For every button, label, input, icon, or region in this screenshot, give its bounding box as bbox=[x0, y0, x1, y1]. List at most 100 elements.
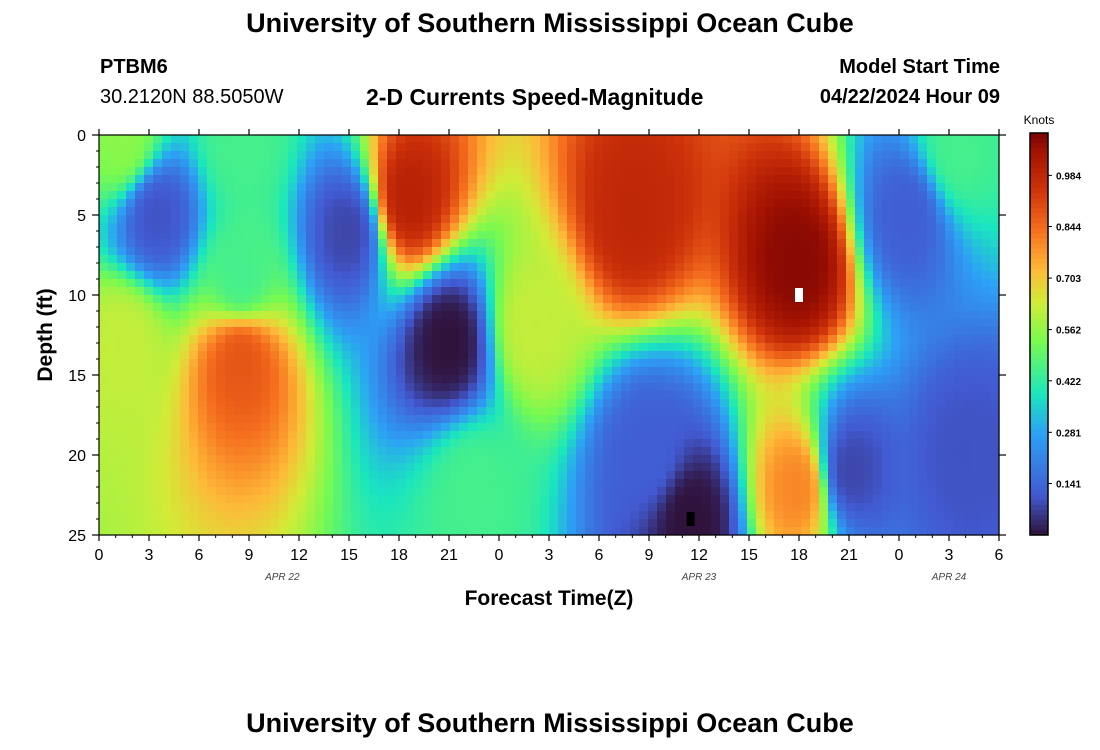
heatmap-cell bbox=[216, 359, 226, 368]
heatmap-cell bbox=[756, 343, 766, 352]
heatmap-cell bbox=[189, 463, 199, 472]
heatmap-cell bbox=[540, 359, 550, 368]
heatmap-cell bbox=[855, 447, 865, 456]
heatmap-cell bbox=[684, 135, 694, 144]
heatmap-cell bbox=[819, 295, 829, 304]
heatmap-cell bbox=[414, 431, 424, 440]
heatmap-cell bbox=[882, 191, 892, 200]
heatmap-cell bbox=[162, 295, 172, 304]
heatmap-cell bbox=[702, 447, 712, 456]
heatmap-cell bbox=[189, 423, 199, 432]
heatmap-cell bbox=[243, 175, 253, 184]
heatmap-cell bbox=[108, 151, 118, 160]
heatmap-cell bbox=[162, 255, 172, 264]
heatmap-cell bbox=[99, 271, 109, 280]
heatmap-cell bbox=[792, 183, 802, 192]
heatmap-cell bbox=[900, 439, 910, 448]
heatmap-cell bbox=[783, 383, 793, 392]
heatmap-cell bbox=[108, 287, 118, 296]
heatmap-cell bbox=[873, 279, 883, 288]
heatmap-cell bbox=[333, 167, 343, 176]
heatmap-cell bbox=[180, 223, 190, 232]
heatmap-cell bbox=[621, 439, 631, 448]
heatmap-cell bbox=[900, 503, 910, 512]
heatmap-cell bbox=[108, 487, 118, 496]
heatmap-cell bbox=[594, 375, 604, 384]
heatmap-cell bbox=[648, 447, 658, 456]
heatmap-cell bbox=[783, 487, 793, 496]
heatmap-cell bbox=[144, 399, 154, 408]
heatmap-cell bbox=[153, 143, 163, 152]
heatmap-cell bbox=[477, 271, 487, 280]
heatmap-cell bbox=[135, 391, 145, 400]
heatmap-cell bbox=[342, 199, 352, 208]
heatmap-cell bbox=[297, 423, 307, 432]
heatmap-cell bbox=[837, 183, 847, 192]
heatmap-cell bbox=[873, 215, 883, 224]
heatmap-cell bbox=[387, 471, 397, 480]
heatmap-cell bbox=[288, 527, 298, 536]
heatmap-cell bbox=[972, 239, 982, 248]
heatmap-cell bbox=[135, 143, 145, 152]
heatmap-cell bbox=[756, 327, 766, 336]
heatmap-cell bbox=[234, 207, 244, 216]
heatmap-cell bbox=[270, 367, 280, 376]
heatmap-cell bbox=[468, 375, 478, 384]
heatmap-cell bbox=[450, 439, 460, 448]
heatmap-cell bbox=[378, 263, 388, 272]
heatmap-cell bbox=[729, 415, 739, 424]
heatmap-cell bbox=[459, 319, 469, 328]
heatmap-cell bbox=[792, 487, 802, 496]
heatmap-cell bbox=[801, 231, 811, 240]
heatmap-cell bbox=[459, 455, 469, 464]
heatmap-cell bbox=[810, 471, 820, 480]
heatmap-cell bbox=[405, 191, 415, 200]
heatmap-cell bbox=[333, 407, 343, 416]
heatmap-cell bbox=[234, 215, 244, 224]
heatmap-cell bbox=[387, 231, 397, 240]
heatmap-cell bbox=[477, 351, 487, 360]
heatmap-cell bbox=[828, 175, 838, 184]
heatmap-cell bbox=[981, 143, 991, 152]
heatmap-cell bbox=[216, 311, 226, 320]
heatmap-cell bbox=[225, 303, 235, 312]
heatmap-cell bbox=[954, 471, 964, 480]
heatmap-cell bbox=[315, 375, 325, 384]
heatmap-cell bbox=[522, 447, 532, 456]
heatmap-cell bbox=[99, 463, 109, 472]
heatmap-cell bbox=[414, 247, 424, 256]
heatmap-cell bbox=[882, 143, 892, 152]
heatmap-cell bbox=[801, 247, 811, 256]
heatmap-cell bbox=[306, 143, 316, 152]
heatmap-cell bbox=[990, 359, 1000, 368]
heatmap-cell bbox=[153, 311, 163, 320]
heatmap-cell bbox=[756, 207, 766, 216]
heatmap-cell bbox=[468, 135, 478, 144]
heatmap-cell bbox=[648, 311, 658, 320]
heatmap-cell bbox=[891, 175, 901, 184]
heatmap-cell bbox=[153, 399, 163, 408]
heatmap-cell bbox=[756, 183, 766, 192]
heatmap-cell bbox=[369, 447, 379, 456]
heatmap-cell bbox=[495, 255, 505, 264]
heatmap-cell bbox=[792, 527, 802, 536]
heatmap-cell bbox=[396, 159, 406, 168]
heatmap-cell bbox=[693, 175, 703, 184]
heatmap-cell bbox=[540, 327, 550, 336]
heatmap-cell bbox=[207, 423, 217, 432]
heatmap-cell bbox=[306, 295, 316, 304]
heatmap-cell bbox=[387, 351, 397, 360]
heatmap-cell bbox=[270, 343, 280, 352]
heatmap-cell bbox=[369, 279, 379, 288]
heatmap-cell bbox=[990, 231, 1000, 240]
heatmap-cell bbox=[990, 415, 1000, 424]
heatmap-cell bbox=[729, 359, 739, 368]
heatmap-cell bbox=[864, 391, 874, 400]
heatmap-cell bbox=[927, 263, 937, 272]
heatmap-cell bbox=[864, 247, 874, 256]
heatmap-cell bbox=[495, 143, 505, 152]
heatmap-cell bbox=[684, 167, 694, 176]
heatmap-cell bbox=[738, 271, 748, 280]
heatmap-cell bbox=[396, 527, 406, 536]
heatmap-cell bbox=[207, 215, 217, 224]
